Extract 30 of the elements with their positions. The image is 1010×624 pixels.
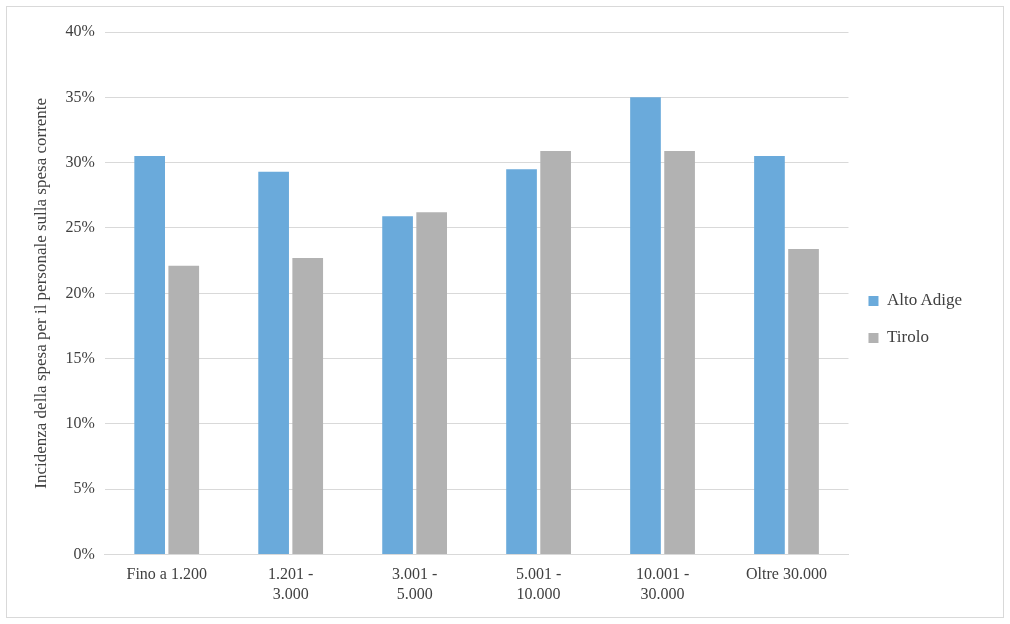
y-tick-label: 20% [65, 283, 95, 301]
bar [168, 265, 200, 555]
y-tick-label: 30% [65, 152, 95, 170]
bar [382, 216, 413, 555]
x-tick-label: 1.201 - 3.000 [268, 565, 314, 602]
y-tick-label: 40% [65, 22, 95, 40]
y-tick-label: 25% [65, 218, 95, 236]
bar [664, 150, 695, 555]
x-tick-label: Fino a 1.200 [126, 565, 207, 583]
bar [292, 258, 324, 555]
x-tick-label: Oltre 30.000 [746, 565, 827, 583]
y-tick-label: 10% [65, 414, 95, 432]
bar [258, 171, 289, 555]
x-tick-label: 5.001 - 10.000 [515, 565, 562, 602]
y-tick-label: 15% [65, 348, 95, 366]
y-tick-label: 0% [73, 544, 95, 562]
y-tick-label: 35% [65, 87, 95, 105]
legend-label: Alto Adige [886, 290, 963, 310]
bar [630, 97, 661, 555]
bar [134, 156, 165, 555]
x-tick-label: 10.001 - 30.000 [635, 565, 690, 602]
y-tick-label: 5% [73, 479, 95, 497]
bar [754, 156, 785, 555]
legend-label: Tirolo [886, 327, 929, 347]
bar [506, 169, 537, 555]
bar [540, 150, 571, 555]
x-tick-label: 3.001 - 5.000 [391, 565, 438, 602]
bar [788, 248, 819, 555]
y-axis-title: Incidenza della spesa per il personale sulla spesa corrente [30, 97, 50, 489]
bar [416, 212, 448, 555]
